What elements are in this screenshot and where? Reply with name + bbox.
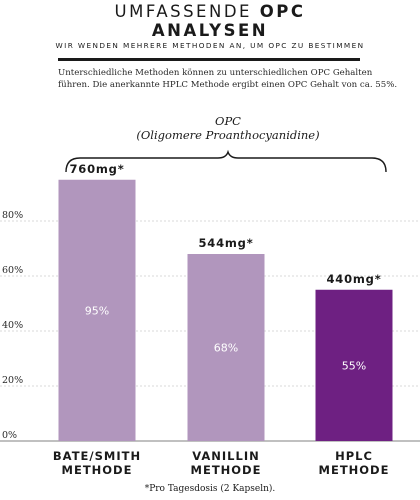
category-label-line2: METHODE xyxy=(62,463,133,477)
curly-brace xyxy=(65,149,387,173)
category-label: HPLC xyxy=(335,449,373,463)
category-label-line2: METHODE xyxy=(319,463,390,477)
page-title-line2: ANALYSEN xyxy=(151,21,269,40)
bar-value-label: 95% xyxy=(85,304,109,317)
annotation: OPC(Oligomere Proanthocyanidine) xyxy=(65,114,387,173)
intro-text: Unterschiedliche Methoden können zu unte… xyxy=(58,67,398,91)
bar xyxy=(315,289,393,441)
y-tick-label: 20% xyxy=(2,375,23,386)
bars xyxy=(58,179,393,441)
bar-value-label: 55% xyxy=(342,359,366,372)
bar-value-label: 68% xyxy=(214,342,238,355)
labels: 0%20%40%60%80%95%760mg*BATE/SMITHMETHODE… xyxy=(2,162,390,477)
intro-line-1: Unterschiedliche Methoden können zu unte… xyxy=(58,68,373,78)
title-bold: OPC xyxy=(259,2,306,21)
category-label: BATE/SMITH xyxy=(53,449,141,463)
annotation-subtitle: (Oligomere Proanthocyanidine) xyxy=(136,128,319,142)
y-tick-label: 60% xyxy=(2,265,23,276)
page-title: UMFASSENDE OPC xyxy=(0,2,420,21)
y-tick-label: 80% xyxy=(2,210,23,221)
annotation-title: OPC xyxy=(215,114,241,128)
divider xyxy=(58,58,360,61)
y-tick-label: 0% xyxy=(2,430,17,441)
intro-line-2: führen. Die anerkannte HPLC Methode ergi… xyxy=(58,80,398,90)
amount-label: 760mg* xyxy=(69,162,124,176)
y-tick-label: 40% xyxy=(2,320,23,331)
amount-label: 440mg* xyxy=(326,272,381,286)
amount-label: 544mg* xyxy=(198,236,253,250)
page-subtitle: WIR WENDEN MEHRERE METHODEN AN, UM OPC Z… xyxy=(55,41,365,50)
category-label-line2: METHODE xyxy=(191,463,262,477)
bar xyxy=(58,179,136,441)
category-label: VANILLIN xyxy=(192,449,259,463)
footnote: *Pro Tagesdosis (2 Kapseln). xyxy=(144,484,276,494)
title-light: UMFASSENDE xyxy=(114,2,252,21)
bar xyxy=(187,254,265,441)
